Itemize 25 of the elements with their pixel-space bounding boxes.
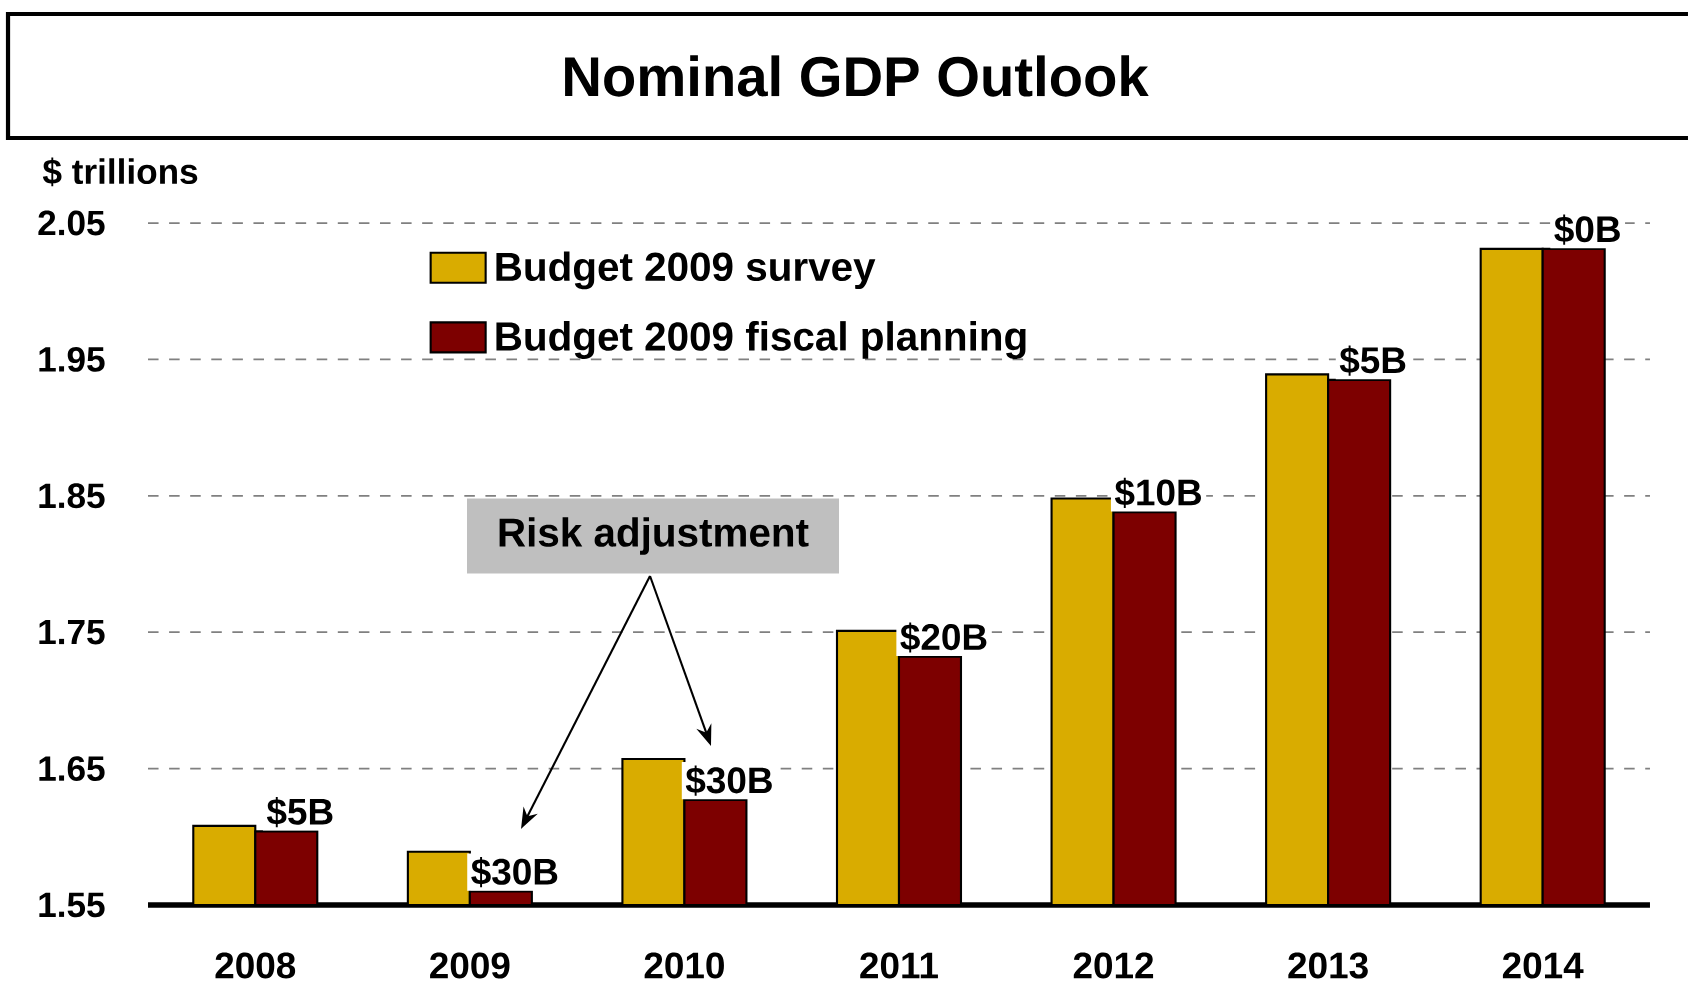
x-tick-label: 2009 bbox=[430, 952, 510, 979]
y-tick-label: 1.95 bbox=[39, 346, 105, 372]
y-tick-label: 1.65 bbox=[39, 756, 105, 782]
x-tick-label: 2010 bbox=[644, 952, 724, 979]
legend-label: Budget 2009 fiscal planning bbox=[496, 321, 1026, 359]
y-tick-label: 1.85 bbox=[39, 483, 105, 509]
annotation: $20B bbox=[900, 622, 987, 653]
x-tick-label: 2008 bbox=[215, 952, 296, 979]
annotation: $10B bbox=[1114, 477, 1201, 508]
annotation: $30B bbox=[471, 857, 558, 888]
chart-title: Nominal GDP Outlook bbox=[565, 55, 1149, 97]
y-axis-title: $ trillions bbox=[42, 157, 198, 187]
x-tick-label: 2011 bbox=[860, 952, 938, 979]
annotation: $0B bbox=[1554, 214, 1620, 245]
x-tick-label: 2013 bbox=[1288, 952, 1368, 979]
annotation: Risk adjustment bbox=[499, 517, 809, 555]
x-tick-label: 2012 bbox=[1073, 952, 1154, 979]
annotation: $5B bbox=[266, 796, 333, 828]
y-tick-label: 2.05 bbox=[38, 210, 105, 236]
y-tick-label: 1.75 bbox=[39, 619, 105, 645]
legend-label: Budget 2009 survey bbox=[496, 251, 876, 290]
annotation: $5B bbox=[1339, 345, 1406, 376]
y-tick-label: 1.55 bbox=[39, 892, 105, 918]
annotation: $30B bbox=[685, 765, 772, 796]
x-tick-label: 2014 bbox=[1502, 952, 1584, 979]
